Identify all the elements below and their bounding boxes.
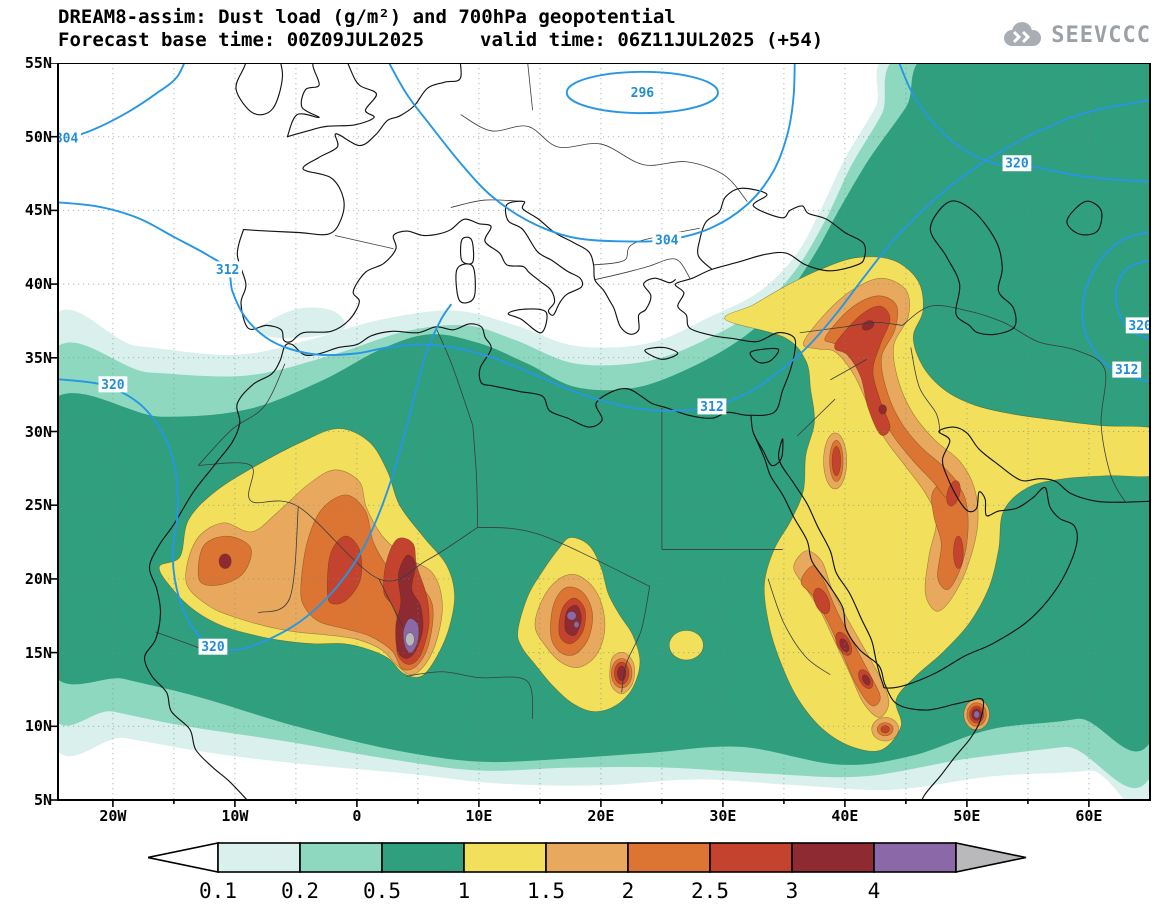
colorbar-cell: [463, 842, 547, 873]
contour-label: 296: [631, 86, 655, 101]
y-axis-tick-label: 50N: [24, 127, 52, 146]
colorbar-cell: [791, 842, 875, 873]
contour-label-box: [58, 130, 81, 147]
y-axis-tick-label: 5N: [33, 791, 52, 809]
contour-label: 312: [216, 263, 239, 278]
colorbar-cell: [299, 842, 383, 873]
colorbar-arrow-high: [955, 842, 1027, 873]
contour-label-box: [1112, 361, 1142, 378]
subtitle: Forecast base time: 00Z09JUL2025 valid t…: [58, 29, 823, 51]
contour-label: 304: [55, 132, 79, 147]
colorbar-cell: [627, 842, 711, 873]
colorbar-arrow-low: [147, 842, 219, 873]
cloud-icon: [1004, 22, 1042, 46]
colorbar-cell: [545, 842, 629, 873]
contour-label-box: [198, 638, 228, 655]
x-axis-tick-label: 30E: [709, 807, 737, 825]
colorbar-level-label: 0.5: [363, 879, 401, 903]
x-axis-tick-label: 0: [352, 807, 362, 825]
page-title: DREAM8-assim: Dust load (g/m²) and 700hP…: [58, 6, 676, 28]
colorbar-cell: [381, 842, 465, 873]
seevccc-logo: SEEVCCC: [999, 20, 1151, 50]
contour-label: 320: [1005, 157, 1029, 172]
y-axis-tick-label: 55N: [24, 54, 52, 72]
y-axis-tick-label: 45N: [24, 201, 52, 220]
contour-label-box: [98, 376, 128, 393]
valid-time: valid time: 06Z11JUL2025 (+54): [480, 29, 824, 51]
colorbar-level-label: 3: [786, 879, 799, 903]
map-canvas: 304 312 320 320 296 304 312 320 320 312: [51, 62, 1152, 807]
colorbar-level-label: 4: [868, 879, 881, 903]
contour-label: 320: [101, 378, 125, 393]
contour-labels-layer: 304 312 320 320 296 304 312 320 320 312: [55, 84, 1152, 655]
contour-label-box: [213, 261, 242, 278]
forecast-base-time: Forecast base time: 00Z09JUL2025: [58, 29, 425, 51]
contour-label: 320: [1128, 319, 1152, 334]
colorbar: 0.1 0.2 0.5 1 1.5 2 2.5 3 4: [147, 840, 1029, 907]
colorbar-level-label: 1: [458, 879, 471, 903]
dust-fill-layer: [58, 63, 1150, 800]
y-axis-tick-label: 30N: [24, 422, 52, 441]
contour-label-box: [1125, 317, 1150, 334]
map-plot: 304 312 320 320 296 304 312 320 320 312: [50, 62, 1158, 815]
y-axis-tick-label: 15N: [24, 643, 52, 662]
logo-text: SEEVCCC: [1051, 22, 1151, 48]
contour-label: 312: [1115, 363, 1138, 378]
y-axis-tick-label: 10N: [24, 717, 52, 736]
colorbar-cell: [873, 842, 957, 873]
y-axis-tick-label: 20N: [24, 569, 52, 588]
y-axis-tick-label: 35N: [24, 348, 52, 367]
x-axis-tick-label: 40E: [831, 807, 859, 825]
x-axis-tick-label: 10E: [465, 807, 493, 825]
colorbar-cell: [709, 842, 793, 873]
colorbar-level-label: 0.2: [281, 879, 319, 903]
x-axis-tick-label: 50E: [953, 807, 981, 825]
colorbar-canvas: 0.1 0.2 0.5 1 1.5 2 2.5 3 4: [147, 842, 1027, 903]
contour-label: 304: [655, 233, 679, 248]
contour-label: 320: [201, 640, 225, 655]
map-frame: [57, 62, 1151, 801]
contour-label-box: [627, 84, 657, 101]
contour-label-box: [1002, 155, 1032, 172]
colorbar-level-label: 1.5: [527, 879, 565, 903]
colorbar-cell: [217, 842, 301, 873]
contour-label: 312: [700, 400, 723, 415]
x-axis-tick-label: 20W: [99, 807, 127, 825]
y-axis-tick-label: 25N: [24, 496, 52, 515]
x-axis-tick-label: 60E: [1075, 807, 1103, 825]
y-axis-tick-label: 40N: [24, 275, 52, 294]
x-axis-tick-label: 10W: [221, 807, 249, 825]
colorbar-level-label: 2: [622, 879, 635, 903]
x-axis-tick-label: 20E: [587, 807, 615, 825]
graticule-layer: [58, 63, 1150, 800]
contour-label-box: [697, 398, 727, 415]
colorbar-level-label: 0.1: [199, 879, 237, 903]
contour-label-box: [652, 231, 682, 248]
colorbar-level-label: 2.5: [691, 879, 729, 903]
